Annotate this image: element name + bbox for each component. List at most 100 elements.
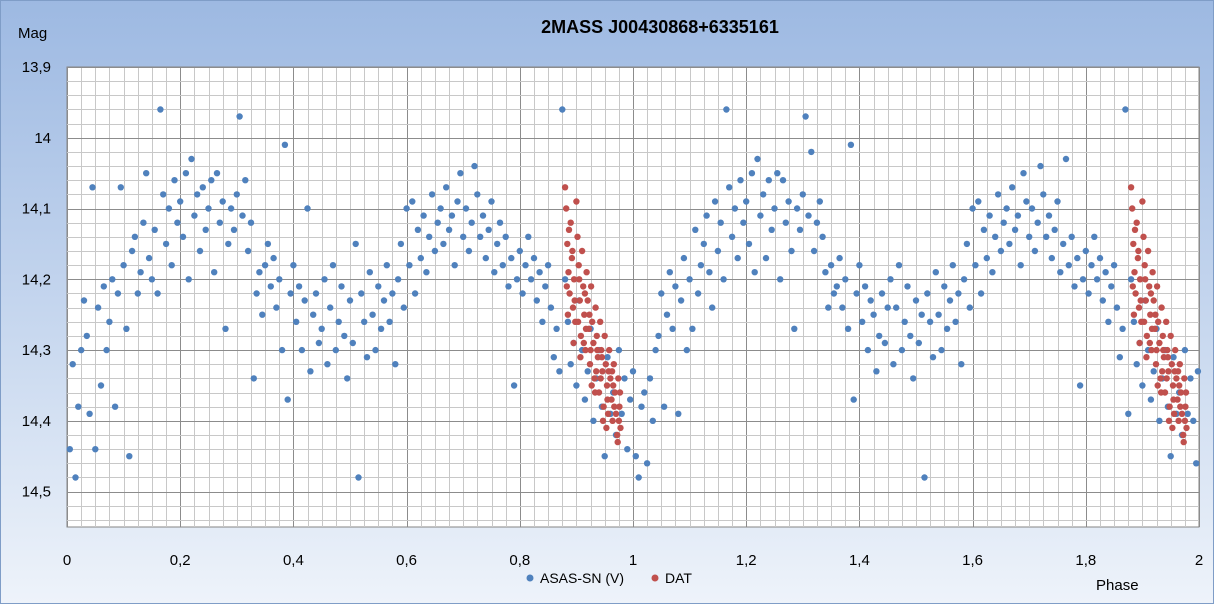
dat-point bbox=[576, 297, 583, 304]
asas-sn-point bbox=[1037, 162, 1044, 170]
dat-point bbox=[592, 304, 599, 311]
asas-sn-point bbox=[134, 290, 141, 297]
asas-sn-point bbox=[199, 184, 206, 191]
dat-point bbox=[1142, 297, 1150, 304]
asas-sn-point bbox=[689, 325, 696, 332]
asas-sn-point bbox=[437, 205, 444, 212]
asas-sn-point bbox=[624, 446, 631, 453]
dat-point bbox=[1156, 339, 1163, 347]
asas-sn-point bbox=[185, 276, 192, 283]
asas-sn-point bbox=[734, 254, 741, 262]
asas-sn-point bbox=[1003, 205, 1010, 212]
dat-point bbox=[603, 424, 610, 432]
legend-label-dat: DAT bbox=[665, 570, 692, 586]
asas-sn-point bbox=[768, 226, 775, 233]
data-points bbox=[66, 106, 1202, 481]
asas-sn-point bbox=[876, 332, 883, 340]
asas-sn-point bbox=[561, 276, 569, 283]
asas-sn-point bbox=[128, 247, 136, 255]
dat-point bbox=[1155, 318, 1162, 325]
asas-sn-point bbox=[706, 269, 713, 276]
asas-sn-point bbox=[321, 276, 328, 283]
asas-sn-point bbox=[878, 290, 886, 297]
asas-sn-point bbox=[621, 375, 628, 382]
asas-sn-point bbox=[403, 205, 410, 212]
asas-sn-point bbox=[932, 269, 939, 276]
dat-point bbox=[580, 339, 587, 347]
asas-sn-point bbox=[977, 290, 985, 297]
asas-sn-point bbox=[256, 269, 263, 276]
asas-sn-point bbox=[774, 170, 781, 177]
asas-sn-point bbox=[836, 254, 843, 262]
asas-sn-point bbox=[355, 474, 362, 481]
dat-point bbox=[1148, 346, 1155, 354]
dat-point bbox=[1129, 283, 1137, 290]
asas-sn-point bbox=[174, 219, 181, 226]
dat-point bbox=[615, 375, 622, 382]
asas-sn-point bbox=[573, 382, 580, 389]
asas-sn-point bbox=[859, 318, 866, 325]
dat-point bbox=[587, 283, 595, 290]
dat-point bbox=[1146, 283, 1153, 290]
asas-sn-point bbox=[508, 254, 515, 262]
asas-sn-point bbox=[816, 198, 823, 205]
dat-point bbox=[1164, 354, 1172, 361]
asas-sn-point bbox=[426, 233, 433, 240]
asas-sn-point bbox=[791, 325, 798, 332]
asas-sn-point bbox=[114, 290, 122, 297]
asas-sn-point bbox=[1108, 283, 1115, 290]
dat-point bbox=[1158, 304, 1165, 311]
asas-sn-point bbox=[779, 177, 787, 184]
asas-sn-point bbox=[261, 262, 269, 269]
asas-sn-point bbox=[799, 191, 806, 198]
dat-point bbox=[602, 361, 609, 368]
asas-sn-point bbox=[225, 240, 232, 248]
dat-point bbox=[1159, 368, 1166, 375]
dat-point bbox=[563, 205, 570, 212]
dat-point bbox=[574, 318, 582, 325]
asas-sn-point bbox=[346, 297, 354, 304]
asas-sn-point bbox=[216, 219, 223, 226]
asas-sn-point bbox=[417, 254, 424, 262]
dat-point bbox=[1137, 297, 1144, 304]
asas-sn-point bbox=[244, 247, 252, 255]
asas-sn-point bbox=[796, 226, 804, 233]
legend: ASAS-SN (V) DAT bbox=[526, 570, 692, 586]
asas-sn-point bbox=[1170, 354, 1177, 361]
asas-sn-point bbox=[179, 233, 187, 240]
dat-point bbox=[589, 318, 596, 325]
asas-sn-point bbox=[842, 276, 849, 283]
dat-point bbox=[1133, 219, 1140, 226]
asas-sn-point bbox=[1051, 226, 1058, 233]
dat-point bbox=[616, 403, 623, 410]
y-tick-label: 14,2 bbox=[22, 271, 51, 288]
x-tick-label: 1,6 bbox=[962, 552, 983, 569]
dat-point bbox=[576, 276, 583, 283]
dat-point bbox=[1175, 417, 1182, 424]
asas-sn-point bbox=[686, 276, 693, 283]
x-tick-label: 0,4 bbox=[283, 552, 304, 569]
asas-sn-point bbox=[171, 177, 178, 184]
asas-sn-point bbox=[728, 233, 736, 240]
legend-label-asas-sn: ASAS-SN (V) bbox=[540, 570, 624, 586]
asas-sn-point bbox=[440, 240, 447, 248]
dat-point bbox=[580, 283, 587, 290]
asas-sn-point bbox=[366, 269, 373, 276]
asas-sn-point bbox=[1045, 212, 1053, 219]
asas-sn-point bbox=[219, 198, 226, 205]
dat-point bbox=[594, 346, 601, 354]
dat-point bbox=[1180, 438, 1187, 446]
asas-sn-point bbox=[986, 212, 993, 219]
dat-point bbox=[570, 276, 578, 283]
asas-sn-point bbox=[1009, 184, 1016, 191]
asas-sn-point bbox=[680, 254, 688, 262]
asas-sn-point bbox=[205, 205, 212, 212]
dat-point bbox=[1153, 283, 1161, 290]
asas-sn-point bbox=[428, 191, 436, 198]
asas-sn-point bbox=[958, 361, 965, 368]
asas-sn-point bbox=[315, 339, 323, 347]
asas-sn-point bbox=[527, 276, 535, 283]
asas-sn-point bbox=[363, 354, 371, 361]
asas-sn-point bbox=[242, 177, 249, 184]
asas-sn-point bbox=[462, 205, 470, 212]
